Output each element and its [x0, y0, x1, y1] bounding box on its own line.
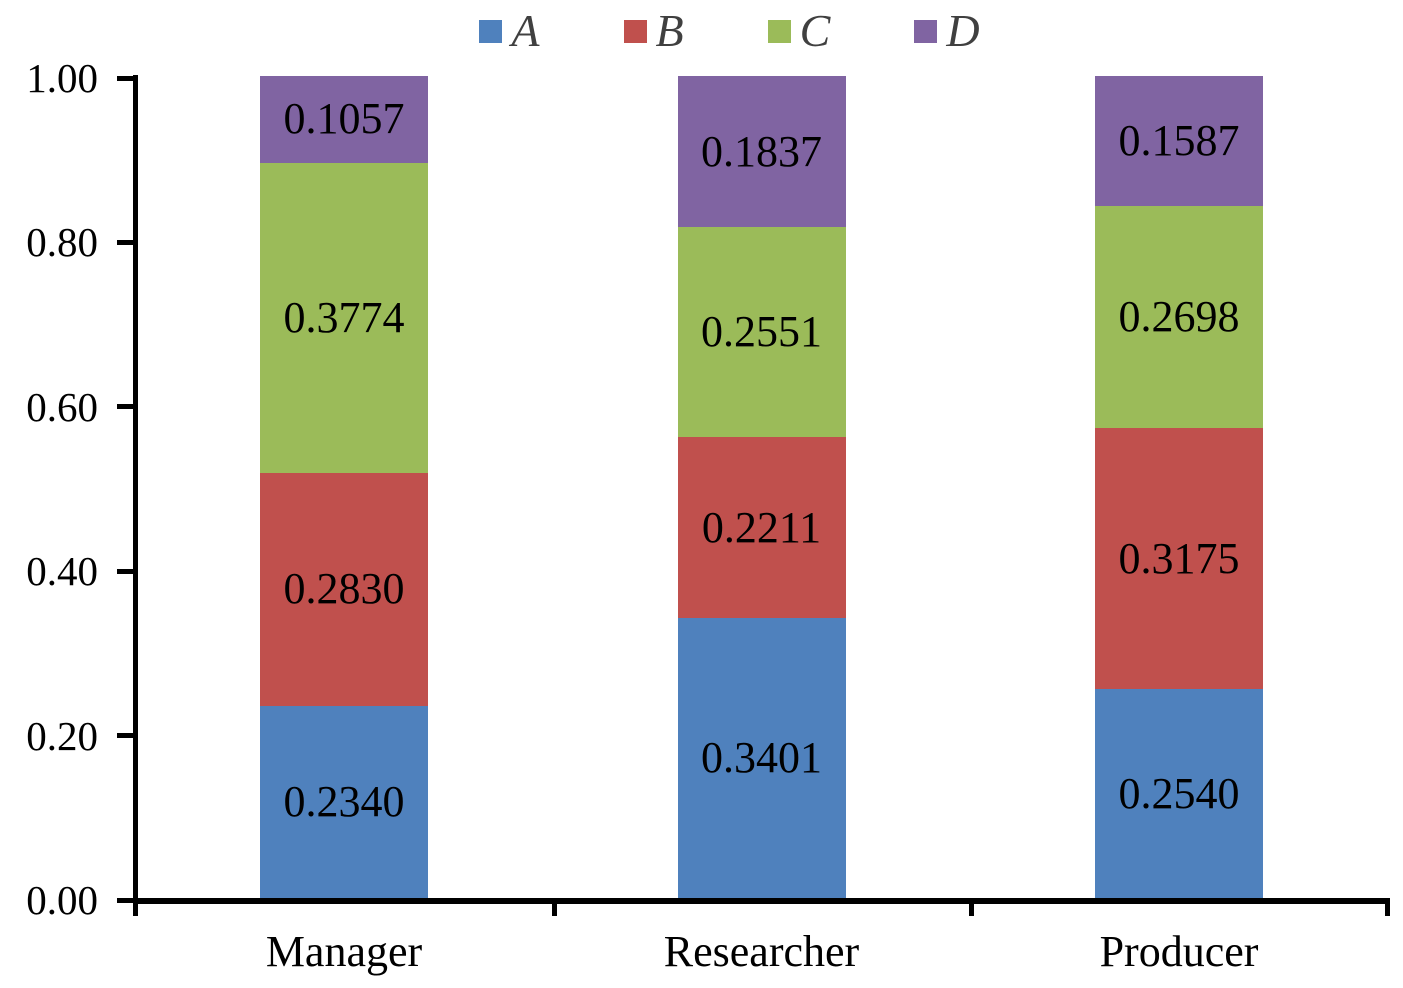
bar-segment-D-researcher: 0.1837 [677, 76, 846, 227]
y-tick-label: 0.00 [26, 877, 98, 923]
x-category-label-manager: Manager [265, 927, 423, 976]
y-axis-tick [117, 897, 133, 903]
bar-segment-C-manager: 0.3774 [260, 162, 428, 474]
data-label: 0.2540 [1118, 768, 1240, 818]
x-axis-tick [133, 903, 138, 916]
y-axis-line [133, 75, 138, 905]
x-category-label-producer: Producer [1099, 927, 1259, 976]
bar-segment-C-producer: 0.2698 [1095, 206, 1263, 429]
data-label: 0.3401 [701, 733, 822, 783]
bar-segment-C-researcher: 0.2551 [677, 227, 846, 437]
legend-item-C: C [767, 5, 831, 56]
y-axis-tick [117, 568, 133, 574]
data-label: 0.3175 [1118, 533, 1240, 583]
y-tick-label: 0.20 [26, 712, 98, 759]
legend-item-B: B [623, 5, 684, 56]
legend-swatch-A-icon [479, 19, 503, 43]
bar-segment-A-researcher: 0.3401 [677, 618, 846, 898]
legend-label: A [511, 5, 540, 56]
legend-label: C [799, 5, 831, 56]
x-axis-tick [968, 903, 974, 916]
data-label: 0.1837 [701, 126, 822, 176]
legend-swatch-C-icon [767, 19, 791, 43]
data-label: 0.2698 [1118, 292, 1240, 342]
legend-label: D [946, 5, 980, 56]
data-label: 0.2211 [701, 502, 822, 552]
bar-segment-D-manager: 0.1057 [260, 75, 428, 163]
data-label: 0.2551 [701, 306, 822, 356]
data-label: 0.1587 [1118, 116, 1240, 166]
data-label: 0.2340 [283, 776, 405, 826]
bar-segment-A-producer: 0.2540 [1095, 689, 1263, 898]
chart-legend: A B C D [28, 6, 1403, 56]
data-label: 0.3774 [283, 292, 405, 342]
x-axis-line [133, 898, 1390, 904]
y-tick-label: 1.00 [26, 55, 98, 101]
bar-segment-B-producer: 0.3175 [1095, 428, 1263, 690]
bar-segment-D-producer: 0.1587 [1095, 76, 1263, 207]
legend-swatch-D-icon [914, 19, 938, 43]
y-axis-tick [117, 733, 133, 739]
y-tick-label: 0.80 [26, 219, 98, 266]
legend-swatch-B-icon [623, 19, 647, 43]
bar-segment-A-manager: 0.2340 [260, 705, 428, 898]
legend-item-A: A [479, 5, 540, 56]
legend-label: B [655, 5, 684, 56]
y-axis-tick [117, 239, 133, 245]
y-axis-tick [117, 404, 133, 410]
data-label: 0.1057 [283, 94, 405, 144]
x-category-label-researcher: Researcher [663, 927, 860, 976]
y-axis-tick [117, 75, 133, 81]
bar-segment-B-manager: 0.2830 [260, 473, 428, 706]
data-label: 0.2830 [283, 564, 405, 614]
y-tick-label: 0.40 [26, 548, 98, 595]
x-axis-tick [551, 903, 557, 916]
bar-segment-B-researcher: 0.2211 [677, 436, 846, 619]
legend-item-D: D [914, 5, 980, 56]
y-tick-label: 0.60 [26, 383, 98, 430]
x-axis-tick [1385, 903, 1390, 916]
